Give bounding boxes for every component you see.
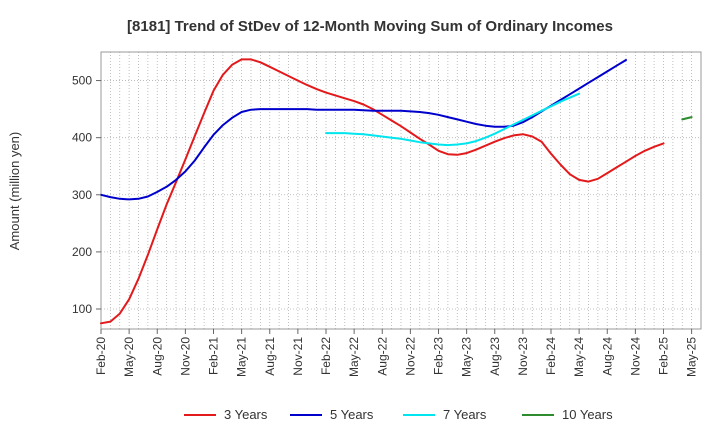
x-tick-label: May-24 [572, 337, 586, 377]
grid [101, 52, 701, 329]
y-tick-label: 300 [72, 188, 92, 202]
x-tick-label: Aug-22 [375, 337, 389, 376]
series-line-10-years [681, 116, 693, 121]
x-axis-ticks: Feb-20 May-20 Aug-20 Nov-20 Feb-21 May-21 Aug-… [94, 329, 699, 377]
series-line-7-years [325, 92, 581, 147]
x-tick-label: Feb-24 [544, 337, 558, 375]
x-tick-label: Aug-20 [150, 337, 164, 376]
x-tick-label: Aug-23 [488, 337, 502, 376]
y-tick-label: 100 [72, 302, 92, 316]
x-tick-label: Feb-25 [657, 337, 671, 375]
x-tick-label: Nov-20 [178, 337, 192, 376]
x-tick-label: Nov-21 [291, 337, 305, 376]
y-axis-ticks: 100 200 300 400 500 [72, 74, 101, 316]
series-layer [100, 58, 693, 325]
y-tick-label: 500 [72, 74, 92, 88]
x-tick-label: May-22 [347, 337, 361, 377]
x-tick-label: Aug-21 [263, 337, 277, 376]
y-tick-label: 200 [72, 245, 92, 259]
legend-label: 3 Years [224, 407, 268, 422]
legend: 3 Years 5 Years 7 Years 10 Years [184, 407, 613, 422]
x-tick-label: May-23 [460, 337, 474, 377]
legend-label: 7 Years [443, 407, 487, 422]
x-tick-label: Feb-23 [432, 337, 446, 375]
x-tick-label: Feb-21 [207, 337, 221, 375]
x-tick-label: May-21 [235, 337, 249, 377]
x-tick-label: Nov-22 [403, 337, 417, 376]
legend-label: 10 Years [562, 407, 613, 422]
chart-title: [8181] Trend of StDev of 12-Month Moving… [127, 18, 613, 35]
x-tick-label: May-25 [685, 337, 699, 377]
y-tick-label: 400 [72, 131, 92, 145]
x-tick-label: Feb-22 [319, 337, 333, 375]
x-tick-label: Nov-24 [628, 337, 642, 376]
x-tick-label: Feb-20 [94, 337, 108, 375]
x-tick-label: Aug-24 [600, 337, 614, 376]
x-tick-label: Nov-23 [516, 337, 530, 376]
series-line-3-years [100, 58, 665, 325]
plot-frame [100, 51, 702, 330]
y-axis-label: Amount (million yen) [7, 132, 22, 251]
legend-label: 5 Years [330, 407, 374, 422]
x-tick-label: May-20 [122, 337, 136, 377]
